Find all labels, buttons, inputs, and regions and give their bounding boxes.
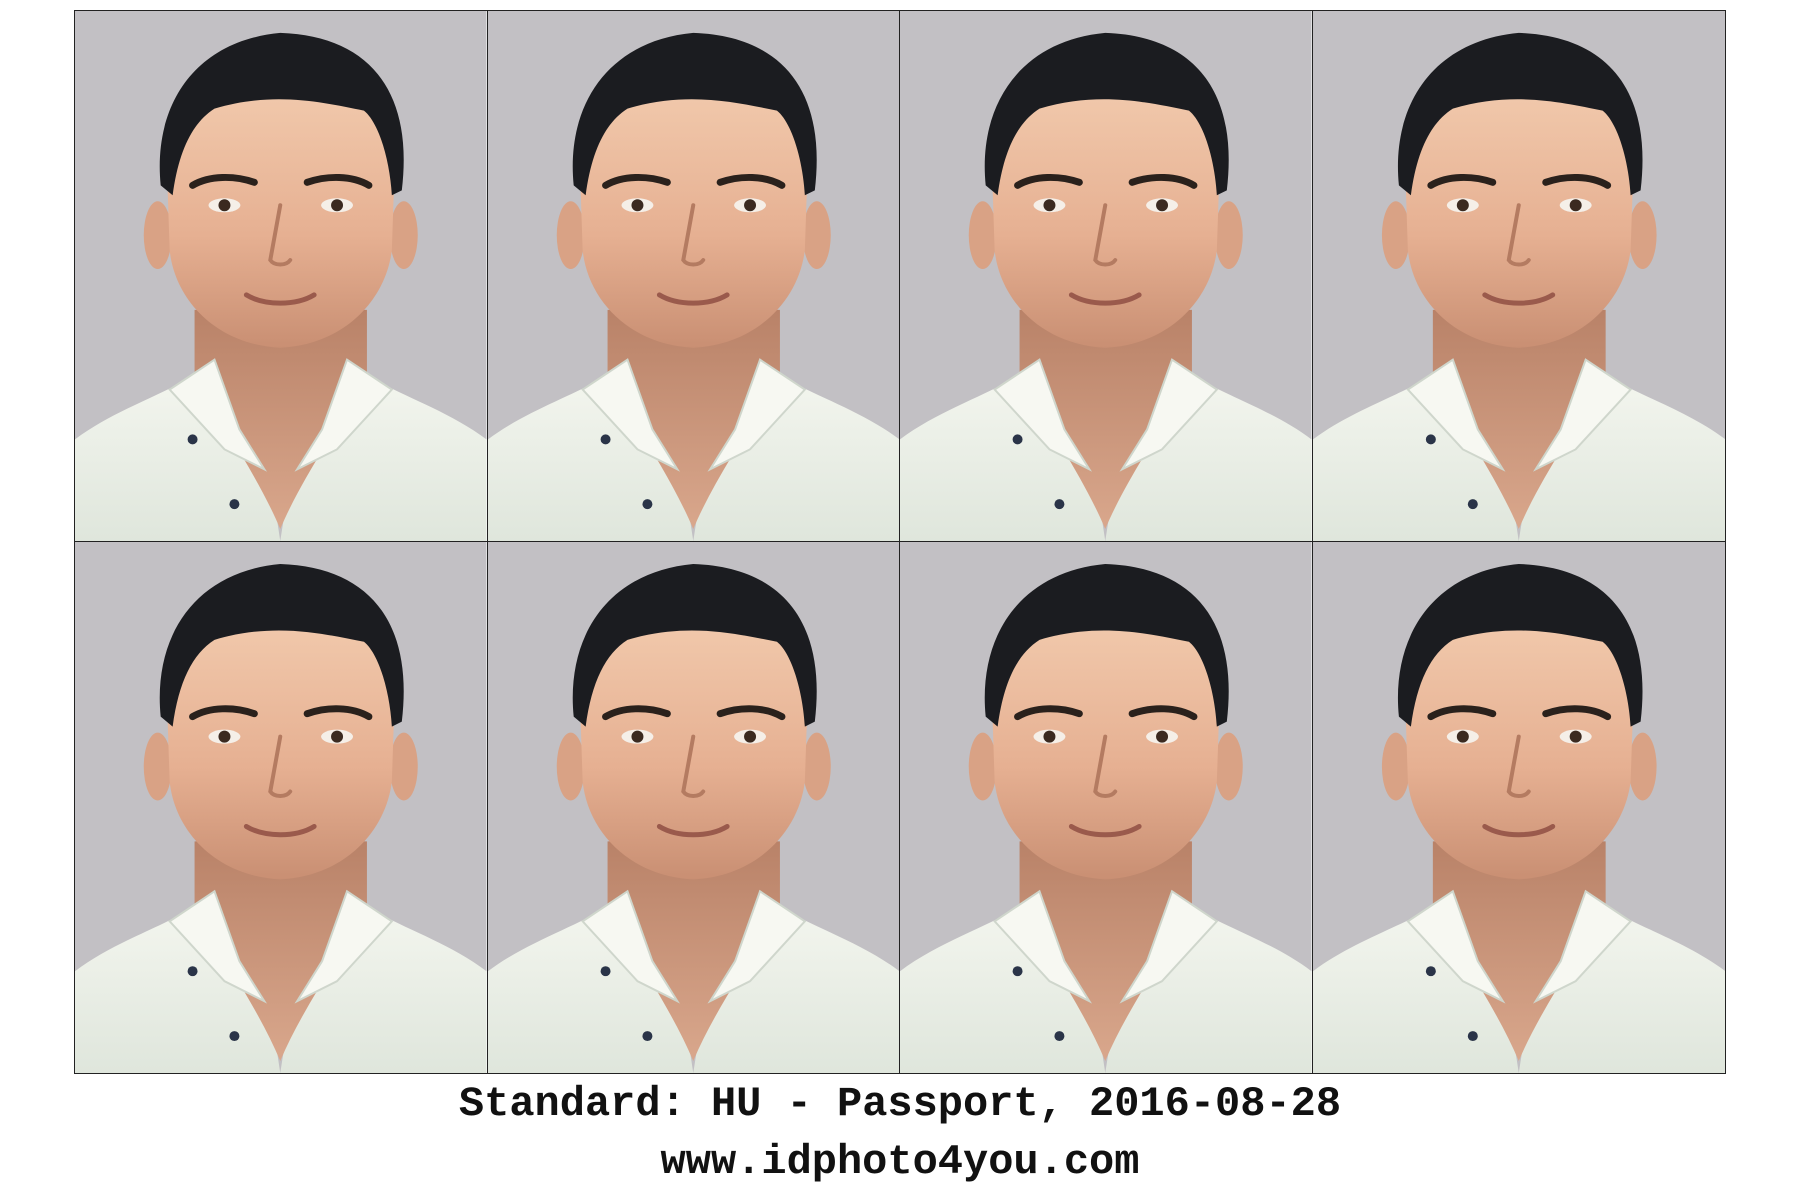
passport-photo-1	[75, 11, 488, 542]
portrait-illustration	[487, 11, 899, 541]
passport-photo-4	[1312, 11, 1725, 542]
passport-photo-2	[487, 11, 900, 542]
passport-photo-8	[1312, 542, 1725, 1073]
portrait-illustration	[487, 542, 899, 1073]
passport-photo-6	[487, 542, 900, 1073]
portrait-illustration	[1312, 542, 1725, 1073]
portrait-illustration	[75, 11, 487, 541]
photo-sheet	[74, 10, 1726, 1074]
portrait-illustration	[900, 542, 1312, 1073]
portrait-illustration	[75, 542, 487, 1073]
portrait-illustration	[1312, 11, 1725, 541]
passport-photo-7	[900, 542, 1313, 1073]
portrait-illustration	[900, 11, 1312, 541]
passport-photo-5	[75, 542, 488, 1073]
standard-caption: Standard: HU - Passport, 2016-08-28	[458, 1080, 1342, 1128]
website-caption: www.idphoto4you.com	[660, 1138, 1140, 1186]
passport-photo-3	[900, 11, 1313, 542]
